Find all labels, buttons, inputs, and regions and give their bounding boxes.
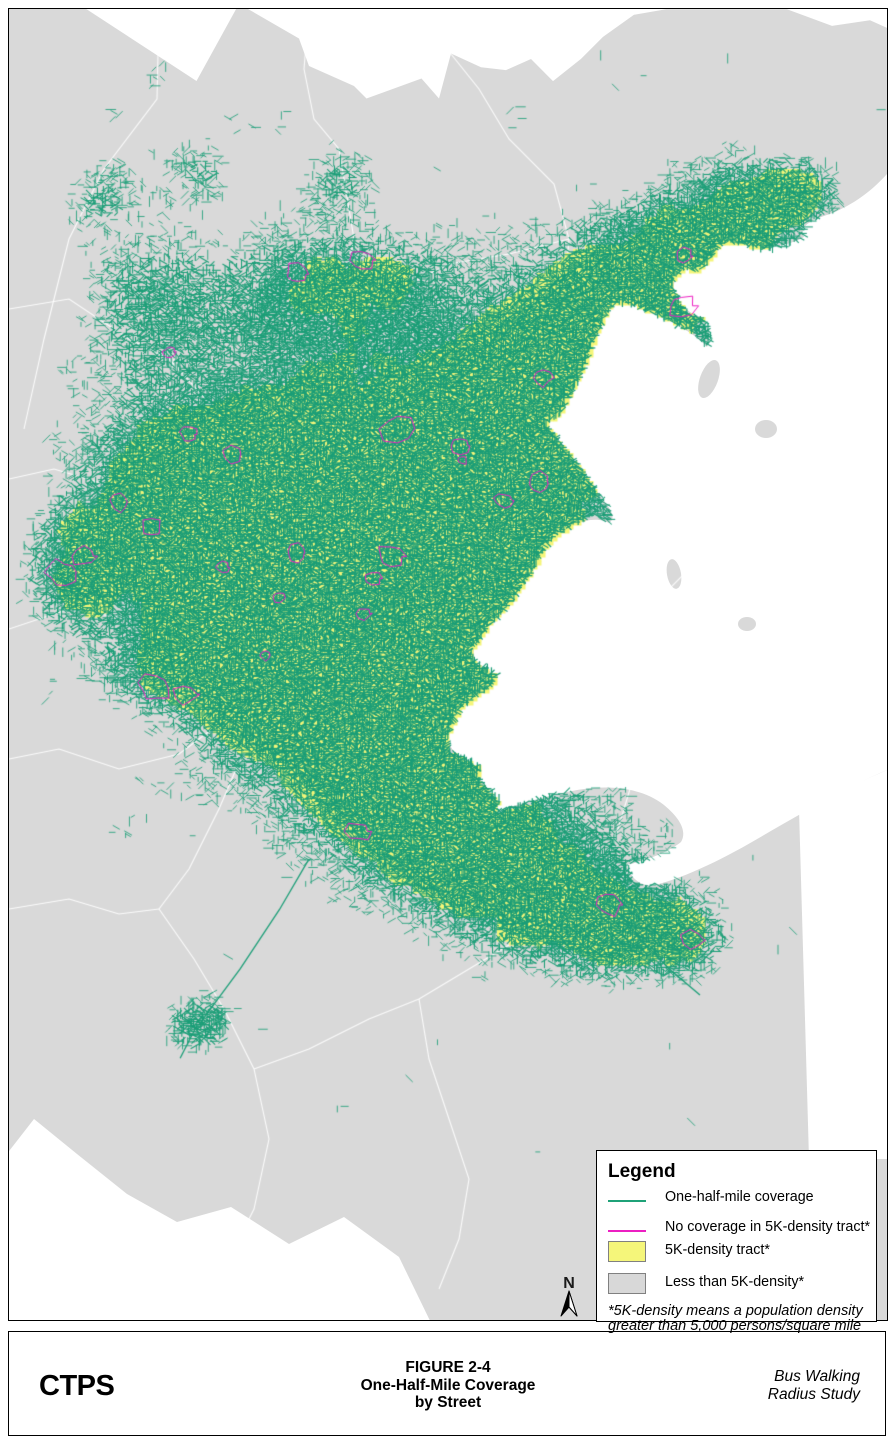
svg-text:N: N <box>563 1275 575 1292</box>
